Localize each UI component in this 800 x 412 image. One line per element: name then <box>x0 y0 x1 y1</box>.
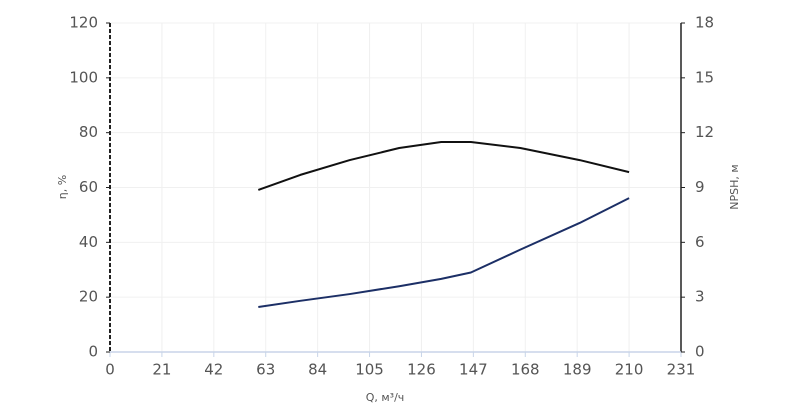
y-tick-label: 80 <box>79 123 98 141</box>
y-tick-label: 20 <box>79 288 98 306</box>
x-tick-label: 147 <box>459 361 488 379</box>
y2-tick-label: 9 <box>695 178 705 196</box>
y-tick-label: 100 <box>69 68 98 86</box>
x-tick-label: 210 <box>615 361 644 379</box>
x-tick-label: 42 <box>204 361 223 379</box>
y2-tick-label: 0 <box>695 343 705 361</box>
x-tick-label: 189 <box>563 361 592 379</box>
y-tick-label: 0 <box>88 343 98 361</box>
series-line <box>257 140 630 191</box>
x-tick-label: 126 <box>407 361 436 379</box>
x-tick-label: 21 <box>152 361 171 379</box>
x-tick-label: 0 <box>105 361 115 379</box>
x-tick-label: 84 <box>308 361 327 379</box>
x-tick-label: 63 <box>256 361 275 379</box>
x-axis-label: Q, м³/ч <box>366 391 405 404</box>
y2-tick-label: 3 <box>695 288 705 306</box>
y2-tick-label: 6 <box>695 233 705 251</box>
y2-tick-label: 12 <box>695 123 714 141</box>
y-tick-label: 60 <box>79 178 98 196</box>
y-tick-label: 40 <box>79 233 98 251</box>
y-tick-label: 120 <box>69 14 98 32</box>
x-tick-label: 168 <box>511 361 540 379</box>
series-line <box>258 197 630 309</box>
y-axis-label: η, % <box>56 175 69 199</box>
x-tick-label: 105 <box>355 361 384 379</box>
x-tick-label: 231 <box>667 361 696 379</box>
y2-tick-label: 18 <box>695 14 714 32</box>
y2-axis-label: NPSH, м <box>728 164 741 209</box>
y2-tick-label: 15 <box>695 68 714 86</box>
